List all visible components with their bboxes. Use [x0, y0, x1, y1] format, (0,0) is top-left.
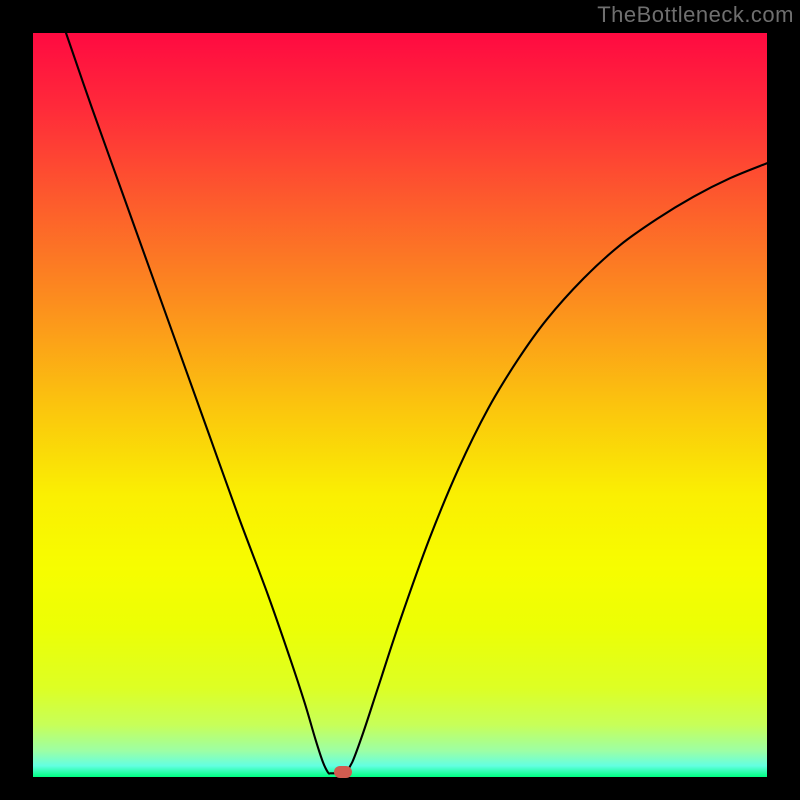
plot-area [33, 33, 767, 777]
watermark-text: TheBottleneck.com [597, 2, 794, 28]
optimum-marker [334, 766, 352, 778]
bottleneck-curve [33, 33, 767, 777]
